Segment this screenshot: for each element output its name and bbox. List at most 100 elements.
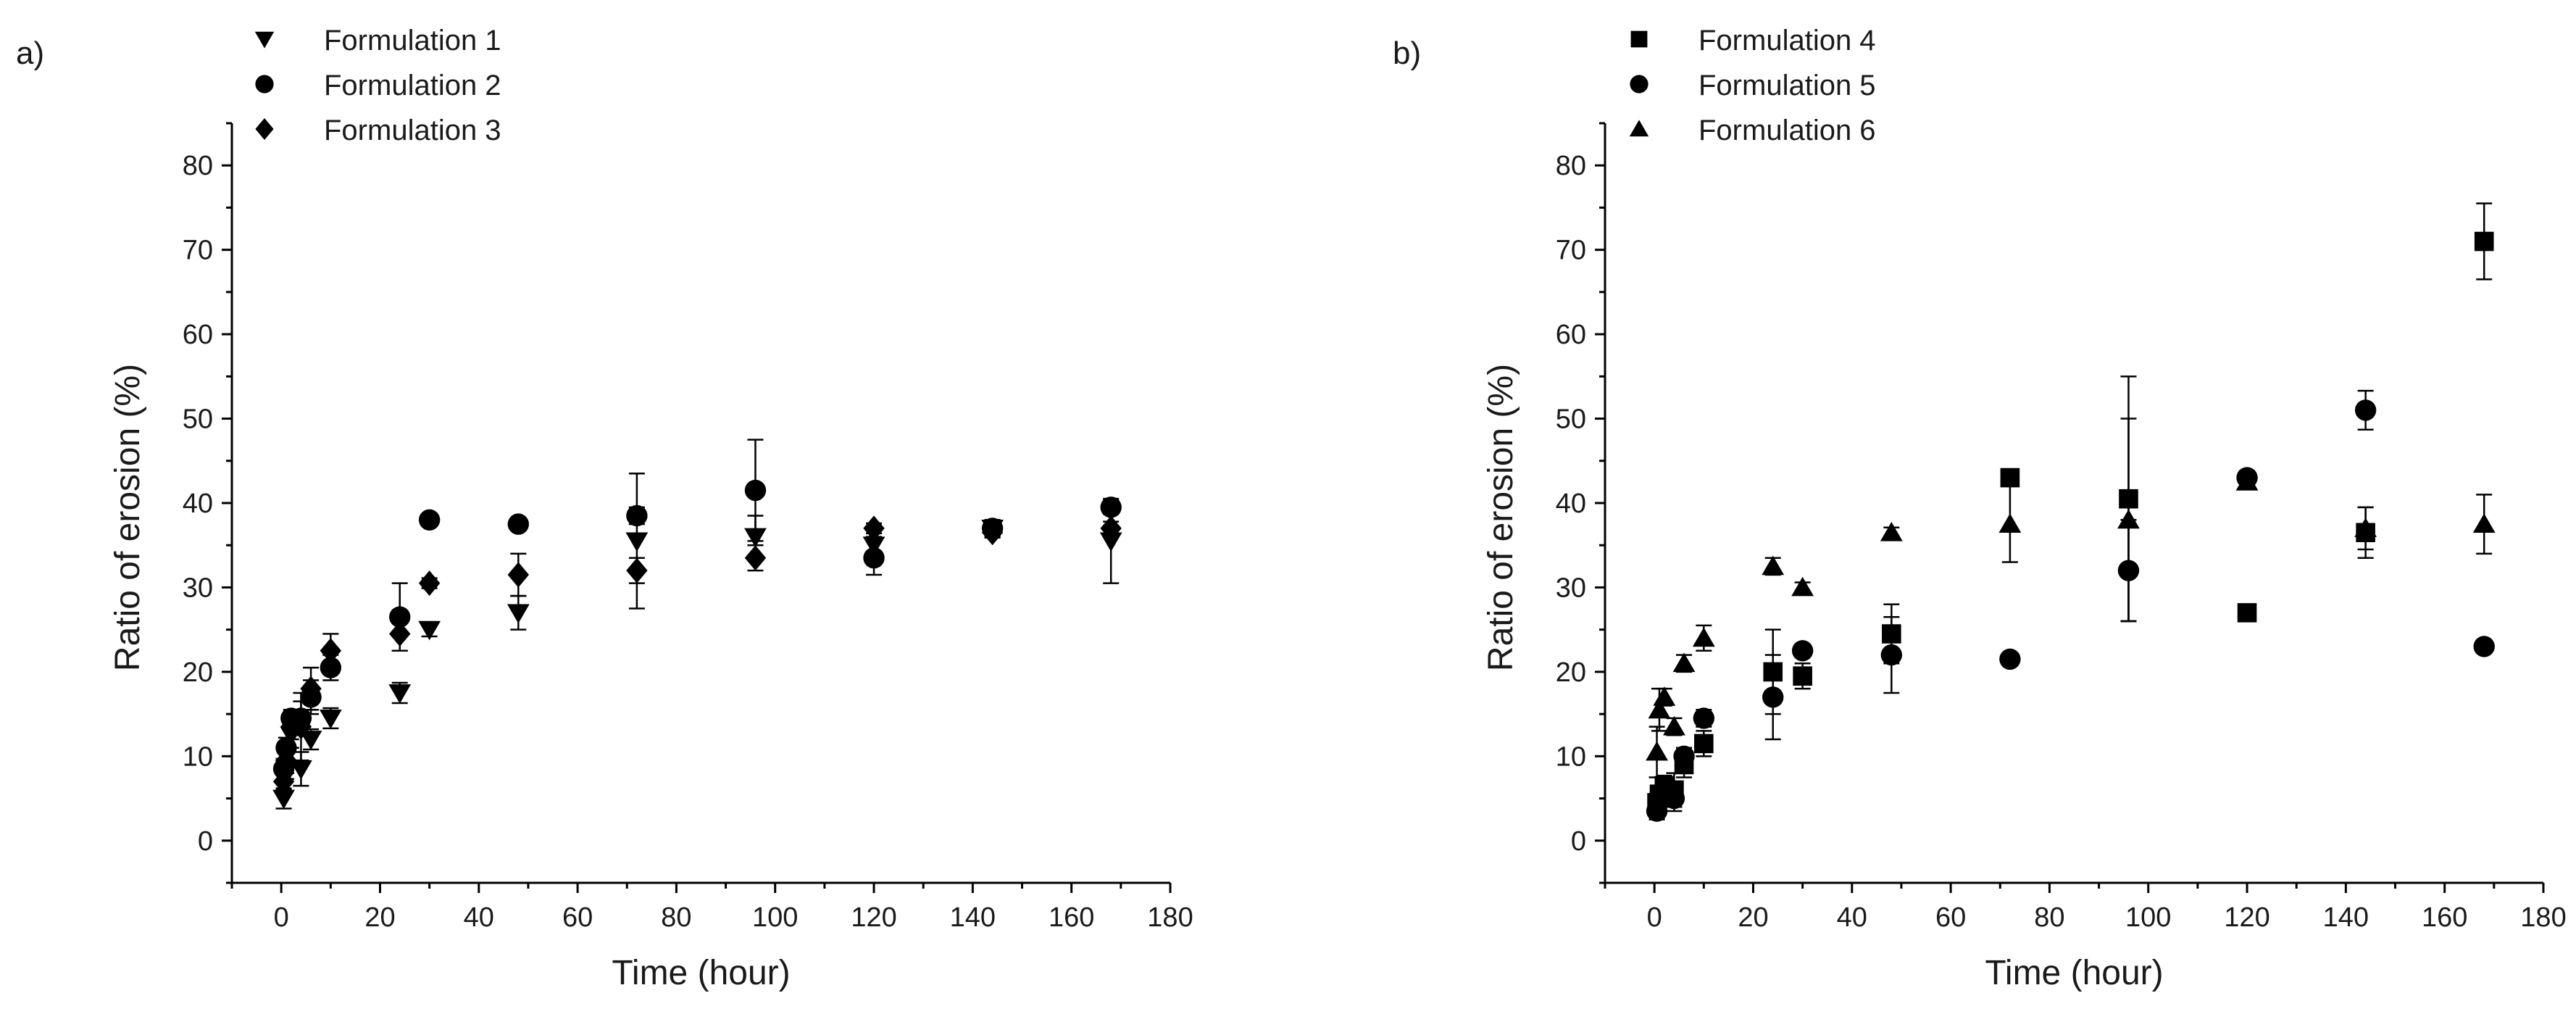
panel-label: b) bbox=[1393, 36, 1421, 71]
x-tick-label: 160 bbox=[1049, 902, 1094, 933]
data-point bbox=[2000, 468, 2020, 488]
x-tick-label: 0 bbox=[274, 902, 289, 933]
data-point bbox=[1693, 707, 1715, 729]
data-point bbox=[626, 504, 648, 527]
data-point bbox=[319, 710, 342, 729]
legend-label: Formulation 4 bbox=[1698, 25, 1876, 57]
data-point bbox=[1791, 576, 1814, 597]
data-point bbox=[981, 520, 1004, 546]
y-tick-label: 80 bbox=[1556, 151, 1586, 181]
data-point bbox=[320, 638, 342, 664]
data-point bbox=[1793, 666, 1812, 686]
x-tick-label: 180 bbox=[1147, 902, 1193, 933]
y-tick-label: 70 bbox=[183, 236, 213, 266]
legend-label: Formulation 3 bbox=[324, 115, 501, 146]
series-3 bbox=[1646, 417, 2496, 778]
x-tick-label: 160 bbox=[2422, 902, 2467, 933]
data-point bbox=[1762, 555, 1785, 576]
y-tick-label: 60 bbox=[1556, 320, 1586, 350]
legend-marker bbox=[1629, 120, 1649, 137]
x-tick-label: 20 bbox=[1738, 902, 1768, 933]
x-tick-label: 40 bbox=[464, 902, 494, 933]
x-tick-label: 40 bbox=[1837, 902, 1867, 933]
data-point bbox=[300, 676, 322, 702]
y-tick-label: 40 bbox=[1556, 489, 1586, 519]
data-point bbox=[1100, 497, 1122, 518]
y-tick-label: 50 bbox=[183, 404, 213, 435]
legend-marker bbox=[255, 75, 274, 94]
legend-label: Formulation 6 bbox=[1698, 115, 1876, 146]
data-point bbox=[507, 604, 530, 624]
y-tick-label: 0 bbox=[198, 826, 213, 857]
data-point bbox=[863, 515, 885, 541]
x-tick-label: 60 bbox=[562, 902, 593, 933]
panel-label: a) bbox=[16, 36, 44, 71]
data-point bbox=[2474, 231, 2494, 252]
data-point bbox=[2235, 471, 2259, 491]
y-tick-label: 10 bbox=[183, 741, 213, 772]
y-tick-label: 0 bbox=[1571, 826, 1586, 857]
data-point bbox=[290, 760, 312, 780]
data-point bbox=[1692, 627, 1715, 647]
legend-label: Formulation 2 bbox=[324, 70, 501, 101]
y-tick-label: 70 bbox=[1556, 236, 1586, 266]
y-tick-label: 50 bbox=[1556, 404, 1586, 435]
series-2 bbox=[1646, 389, 2495, 822]
y-axis-title: Ratio of erosion (%) bbox=[109, 364, 147, 671]
x-tick-label: 120 bbox=[2224, 902, 2269, 933]
data-point bbox=[418, 570, 441, 597]
data-point bbox=[1099, 532, 1122, 552]
x-tick-label: 80 bbox=[661, 902, 691, 933]
x-tick-label: 140 bbox=[950, 902, 996, 933]
legend-marker bbox=[1630, 30, 1648, 48]
data-point bbox=[2354, 518, 2377, 537]
legend-label: Formulation 1 bbox=[324, 25, 501, 57]
y-tick-label: 80 bbox=[183, 151, 213, 181]
x-tick-label: 140 bbox=[2323, 902, 2369, 933]
data-point bbox=[1663, 715, 1685, 736]
data-point bbox=[1791, 640, 1814, 662]
data-point bbox=[1646, 741, 1668, 761]
panel-a: 0 20 40 60 80 100 120 140 160 180 0 10 20 30 40 50 60 70 8… bbox=[16, 25, 1193, 992]
x-tick-label: 100 bbox=[752, 902, 798, 933]
data-point bbox=[1672, 652, 1696, 673]
y-tick-label: 20 bbox=[1556, 657, 1586, 688]
data-point bbox=[418, 509, 441, 531]
x-axis-title: Time (hour) bbox=[612, 954, 790, 992]
y-tick-label: 60 bbox=[183, 320, 213, 350]
data-point bbox=[1673, 745, 1695, 768]
data-point bbox=[1648, 699, 1671, 719]
data-point bbox=[1653, 686, 1676, 706]
y-tick-label: 30 bbox=[183, 573, 213, 603]
x-tick-label: 60 bbox=[1935, 902, 1966, 933]
data-point bbox=[744, 545, 767, 571]
data-point bbox=[2354, 399, 2377, 421]
legend-marker bbox=[255, 118, 274, 140]
data-point bbox=[507, 513, 530, 535]
data-point bbox=[275, 747, 297, 773]
data-point bbox=[863, 547, 885, 569]
y-tick-label: 30 bbox=[1556, 573, 1586, 603]
series-3 bbox=[272, 515, 1122, 794]
legend-label: Formulation 5 bbox=[1698, 70, 1876, 101]
data-point bbox=[1100, 515, 1122, 541]
data-point bbox=[272, 789, 295, 810]
data-point bbox=[1694, 734, 1714, 754]
data-point bbox=[2237, 603, 2257, 623]
data-point bbox=[1663, 787, 1685, 810]
data-point bbox=[2472, 513, 2496, 533]
data-point bbox=[625, 532, 649, 552]
x-tick-label: 100 bbox=[2125, 902, 2171, 933]
x-axis-title: Time (hour) bbox=[1985, 954, 2163, 992]
legend-marker bbox=[1630, 75, 1648, 94]
y-tick-label: 40 bbox=[183, 489, 213, 519]
x-tick-label: 20 bbox=[364, 902, 395, 933]
y-axis-title: Ratio of erosion (%) bbox=[1482, 364, 1520, 671]
data-point bbox=[418, 620, 441, 641]
panel-b: 0 20 40 60 80 100 120 140 160 180 0 10 20 30 40 50 60 70 8… bbox=[1393, 25, 2567, 992]
series-2 bbox=[272, 439, 1122, 781]
data-point bbox=[1998, 513, 2022, 533]
data-point bbox=[626, 557, 648, 583]
y-tick-label: 10 bbox=[1556, 741, 1586, 772]
